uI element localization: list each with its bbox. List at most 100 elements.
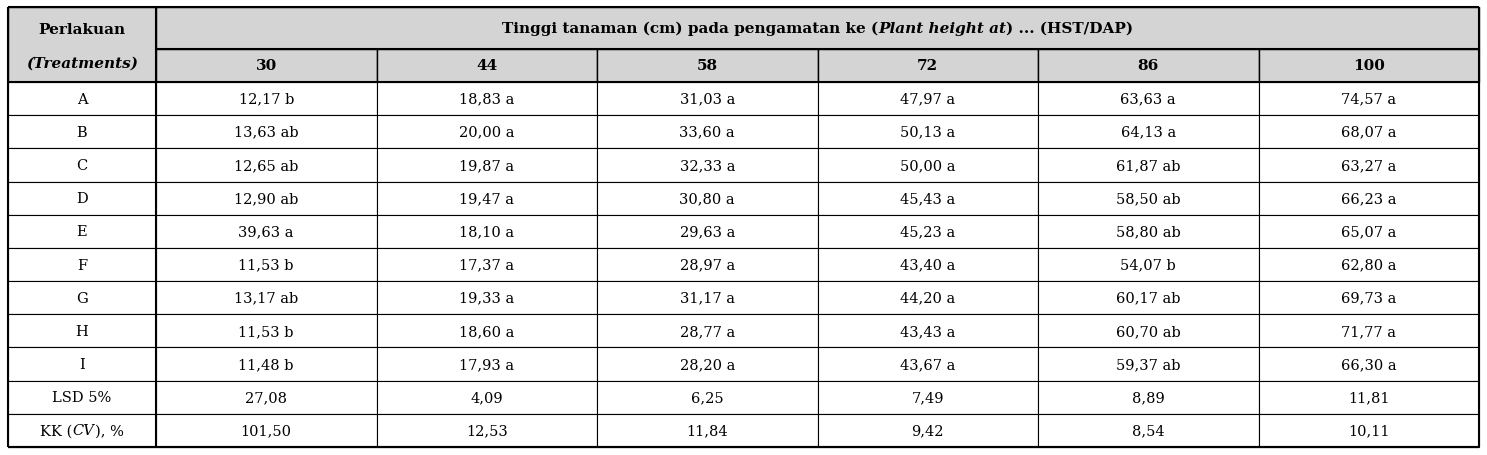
Text: 43,67 a: 43,67 a [900,357,956,371]
Text: 31,17 a: 31,17 a [680,291,735,305]
Text: 12,53: 12,53 [465,424,507,437]
Bar [1038,116,1258,149]
Bar [7,182,156,215]
Bar [1258,182,1480,215]
Bar [818,215,1038,248]
Text: 30,80 a: 30,80 a [680,192,735,206]
Bar [376,314,596,348]
Text: (Treatments): (Treatments) [25,56,138,70]
Text: 13,63 ab: 13,63 ab [233,126,299,140]
Bar [818,149,1038,182]
Bar [818,314,1038,348]
Bar [156,348,376,381]
Bar [7,381,156,414]
Text: ) ... (HST/DAP): ) ... (HST/DAP) [1007,22,1133,36]
Text: 63,63 a: 63,63 a [1120,92,1176,106]
Bar [7,348,156,381]
Text: 12,17 b: 12,17 b [238,92,294,106]
Text: 17,37 a: 17,37 a [459,258,515,272]
Bar [596,348,818,381]
Text: 54,07 b: 54,07 b [1120,258,1176,272]
Text: 65,07 a: 65,07 a [1341,225,1396,239]
Bar [376,282,596,314]
Bar [596,314,818,348]
Bar [1258,116,1480,149]
Text: D: D [76,192,88,206]
Bar [7,248,156,282]
Text: 62,80 a: 62,80 a [1341,258,1396,272]
Bar [376,50,596,83]
Text: 11,48 b: 11,48 b [238,357,294,371]
Bar [596,83,818,116]
Bar [1038,348,1258,381]
Bar [596,414,818,447]
Text: 72: 72 [917,59,938,73]
Text: A: A [77,92,88,106]
Text: 32,33 a: 32,33 a [680,159,735,172]
Bar [596,248,818,282]
Bar [1038,314,1258,348]
Text: 17,93 a: 17,93 a [459,357,515,371]
Text: ), %: ), % [95,424,123,437]
Text: 68,07 a: 68,07 a [1341,126,1396,140]
Bar [818,83,1038,116]
Text: 58: 58 [697,59,718,73]
Text: 7,49: 7,49 [912,390,944,404]
Text: 100: 100 [1353,59,1384,73]
Text: 11,84: 11,84 [687,424,729,437]
Text: 13,17 ab: 13,17 ab [233,291,299,305]
Bar [376,116,596,149]
Text: Tinggi tanaman (cm) pada pengamatan ke (: Tinggi tanaman (cm) pada pengamatan ke ( [503,22,877,36]
Bar [7,215,156,248]
Text: 101,50: 101,50 [241,424,291,437]
Text: C: C [76,159,88,172]
Text: 8,54: 8,54 [1132,424,1164,437]
Text: 74,57 a: 74,57 a [1341,92,1396,106]
Text: 12,65 ab: 12,65 ab [233,159,299,172]
Text: 11,53 b: 11,53 b [238,324,294,338]
Text: 8,89: 8,89 [1132,390,1164,404]
Bar [7,116,156,149]
Text: LSD 5%: LSD 5% [52,390,112,404]
Text: 59,37 ab: 59,37 ab [1117,357,1181,371]
Text: 4,09: 4,09 [470,390,503,404]
Bar [596,149,818,182]
Bar [156,182,376,215]
Bar [156,381,376,414]
Bar [818,248,1038,282]
Bar [596,215,818,248]
Bar [7,8,156,83]
Bar [376,83,596,116]
Text: 60,17 ab: 60,17 ab [1117,291,1181,305]
Bar [818,348,1038,381]
Bar [1258,414,1480,447]
Text: 43,40 a: 43,40 a [900,258,956,272]
Text: 10,11: 10,11 [1349,424,1389,437]
Bar [1258,282,1480,314]
Text: 43,43 a: 43,43 a [900,324,956,338]
Text: 18,10 a: 18,10 a [459,225,515,239]
Bar [1258,248,1480,282]
Text: 47,97 a: 47,97 a [900,92,955,106]
Bar [156,149,376,182]
Text: Perlakuan: Perlakuan [39,23,125,37]
Bar [376,381,596,414]
Bar [156,282,376,314]
Bar [1258,348,1480,381]
Text: 50,13 a: 50,13 a [900,126,955,140]
Text: I: I [79,357,85,371]
Bar [1038,414,1258,447]
Bar [7,282,156,314]
Bar [1038,83,1258,116]
Text: 9,42: 9,42 [912,424,944,437]
Bar [156,116,376,149]
Text: 18,60 a: 18,60 a [459,324,515,338]
Text: B: B [77,126,88,140]
Text: 71,77 a: 71,77 a [1341,324,1396,338]
Bar [818,50,1038,83]
Text: 18,83 a: 18,83 a [459,92,515,106]
Bar [156,50,376,83]
Text: 31,03 a: 31,03 a [680,92,735,106]
Text: 19,87 a: 19,87 a [459,159,515,172]
Bar [818,116,1038,149]
